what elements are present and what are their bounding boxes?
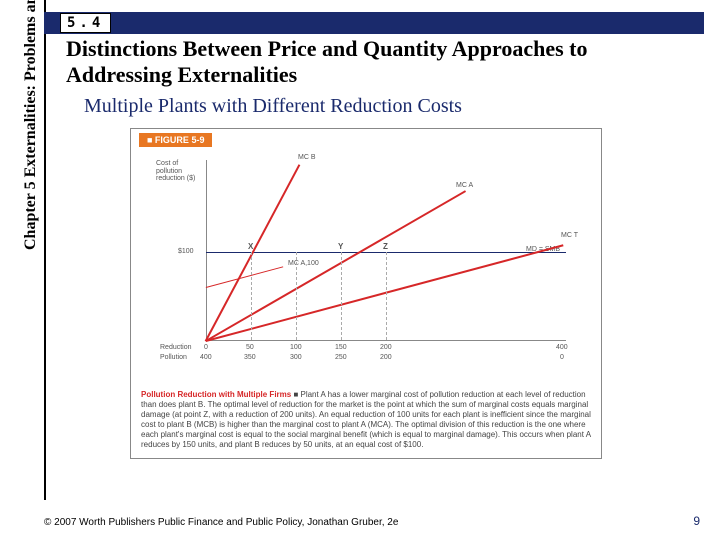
red-tick-4: 200	[380, 344, 392, 351]
chart-area: Cost of pollution reduction ($) $100 MD …	[146, 152, 586, 382]
red-tick-2: 100	[290, 344, 302, 351]
pol-tick-2: 300	[290, 354, 302, 361]
pol-tick-right: 0	[560, 354, 564, 361]
mcb-label: MC B	[298, 154, 316, 161]
red-tick-0: 0	[204, 344, 208, 351]
mca100-line	[206, 266, 284, 288]
red-tick-1: 50	[246, 344, 254, 351]
pol-tick-0: 400	[200, 354, 212, 361]
red-tick-3: 150	[335, 344, 347, 351]
figure-5-9: ■ FIGURE 5-9 Cost of pollution reduction…	[130, 128, 602, 459]
pol-tick-3: 250	[335, 354, 347, 361]
point-z: Z	[383, 242, 388, 251]
point-x: X	[248, 242, 253, 251]
y-axis	[206, 160, 207, 340]
mct-label: MC T	[561, 232, 578, 239]
x-axis	[206, 340, 566, 341]
guide-100	[296, 252, 297, 340]
title-block: Distinctions Between Price and Quantity …	[66, 36, 666, 118]
chapter-sidebar-label: Chapter 5 Externalities: Problems and So…	[22, 0, 40, 250]
footer-copyright: © 2007 Worth Publishers Public Finance a…	[44, 517, 398, 528]
figure-caption: Pollution Reduction with Multiple Firms …	[131, 384, 601, 458]
x-label-reduction: Reduction	[160, 344, 192, 351]
mca-label: MC A	[456, 182, 473, 189]
point-y: Y	[338, 242, 343, 251]
vertical-divider	[44, 0, 46, 500]
sub-title: Multiple Plants with Different Reduction…	[84, 95, 666, 118]
pol-tick-1: 350	[244, 354, 256, 361]
guide-x	[251, 252, 252, 340]
figure-label: ■ FIGURE 5-9	[139, 133, 212, 147]
main-title: Distinctions Between Price and Quantity …	[66, 36, 666, 89]
x-label-pollution: Pollution	[160, 354, 187, 361]
mct-line	[206, 244, 564, 341]
pol-tick-4: 200	[380, 354, 392, 361]
guide-y	[341, 252, 342, 340]
guide-z	[386, 252, 387, 340]
section-number: 5.4	[60, 13, 111, 33]
caption-title: Pollution Reduction with Multiple Firms	[141, 390, 291, 399]
section-header-bar: 5.4	[44, 12, 704, 34]
y-axis-label: Cost of pollution reduction ($)	[156, 160, 201, 183]
y-tick-100: $100	[178, 248, 194, 255]
page-number: 9	[693, 514, 700, 528]
mca100-label: MC A,100	[288, 260, 319, 267]
red-tick-right: 400	[556, 344, 568, 351]
